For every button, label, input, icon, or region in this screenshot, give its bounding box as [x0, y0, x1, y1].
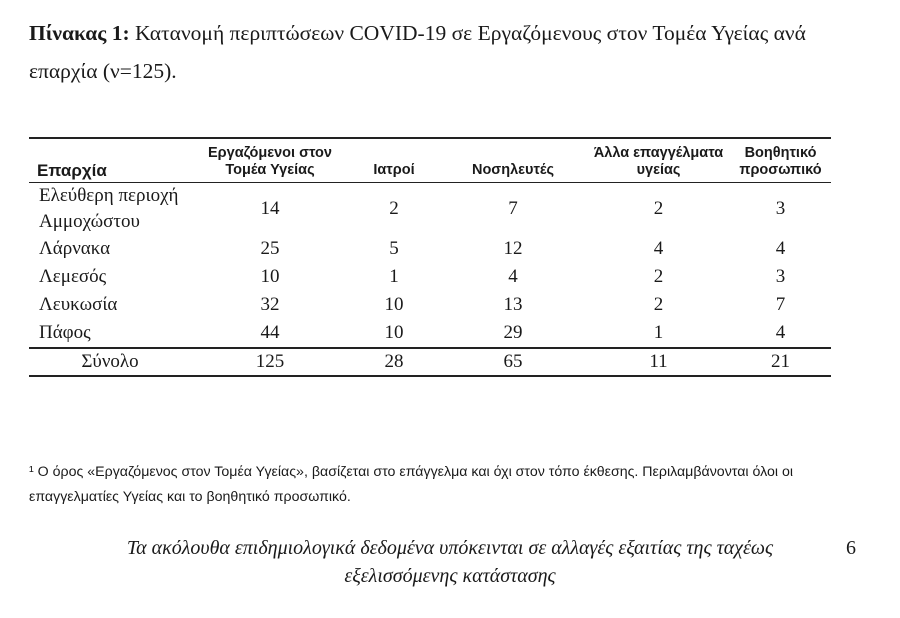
cell-value: 10 [260, 266, 280, 287]
page-number: 6 [846, 537, 856, 559]
cell-value: 7 [508, 198, 518, 219]
table-row: Λευκωσία 32 10 13 2 7 [29, 291, 831, 319]
cell-value: 4 [775, 238, 786, 259]
cell-value: 2 [653, 198, 664, 219]
cell-value: 5 [389, 238, 399, 259]
cell-value: 3 [775, 266, 786, 287]
cell-value: 12 [503, 238, 523, 259]
caption-label: Πίνακας 1: [29, 21, 130, 45]
total-row: Σύνολο 125 28 65 11 21 [29, 348, 831, 376]
total-value: 11 [649, 351, 668, 372]
cell-value: 2 [389, 198, 399, 219]
cell-value: 4 [653, 238, 664, 259]
header-support-staff: Βοηθητικό προσωπικό [739, 145, 822, 178]
cell-value: 13 [503, 294, 523, 315]
cell-value: 4 [730, 319, 831, 349]
header-other-professions: Άλλα επαγγέλματα υγείας [593, 145, 724, 178]
cell-value: 10 [349, 319, 439, 349]
page-footer-note: Τα ακόλουθα επιδημιολογικά δεδομένα υπόκ… [126, 537, 774, 587]
cell-value: 29 [439, 319, 587, 349]
header-doctors: Ιατροί [373, 162, 415, 178]
total-value: 65 [503, 351, 523, 372]
table-row: Λεμεσός 10 1 4 2 3 [29, 263, 831, 291]
cell-value: 3 [775, 198, 786, 219]
table-row: Πάφος 44 10 29 1 4 [29, 319, 831, 349]
table-row: Ελεύθερη περιοχή Αμμοχώστου 14 2 7 2 3 [29, 183, 831, 236]
cell-value: 2 [653, 266, 664, 287]
cell-region: Λεμεσός [39, 266, 107, 287]
cell-region: Λευκωσία [39, 294, 118, 315]
cell-value: 25 [260, 238, 280, 259]
cell-value: 2 [653, 294, 664, 315]
data-table: Επαρχία Εργαζόμενοι στον Τομέα Υγείας Ια… [29, 137, 831, 377]
cell-value: 14 [260, 198, 280, 219]
header-health-workers: Εργαζόμενοι στον Τομέα Υγείας [208, 145, 332, 178]
caption-text: Κατανομή περιπτώσεων COVID-19 σε Εργαζόμ… [29, 21, 806, 83]
cell-value: 32 [260, 294, 280, 315]
header-nurses: Νοσηλευτές [471, 162, 555, 178]
total-value: 21 [771, 351, 790, 372]
total-label: Σύνολο [81, 351, 139, 372]
table-row: Λάρνακα 25 5 12 4 4 [29, 235, 831, 263]
cell-value: 1 [587, 319, 730, 349]
cell-value: 4 [508, 266, 518, 287]
footnote: ¹ Ο όρος «Εργαζόμενος στον Τομέα Υγείας»… [29, 464, 794, 505]
cell-region: Λάρνακα [39, 238, 111, 259]
cell-region: Πάφος [29, 319, 191, 349]
total-value: 28 [384, 351, 404, 372]
header-region: Επαρχία [37, 161, 107, 180]
header-row: Επαρχία Εργαζόμενοι στον Τομέα Υγείας Ια… [29, 138, 831, 183]
cell-region: Ελεύθερη περιοχή Αμμοχώστου [39, 185, 179, 232]
table-caption: Πίνακας 1: Κατανομή περιπτώσεων COVID-19… [29, 14, 869, 90]
total-value: 125 [255, 351, 285, 372]
cell-value: 10 [384, 294, 404, 315]
cell-value: 1 [389, 266, 399, 287]
cell-value: 44 [191, 319, 349, 349]
cell-value: 7 [775, 294, 786, 315]
